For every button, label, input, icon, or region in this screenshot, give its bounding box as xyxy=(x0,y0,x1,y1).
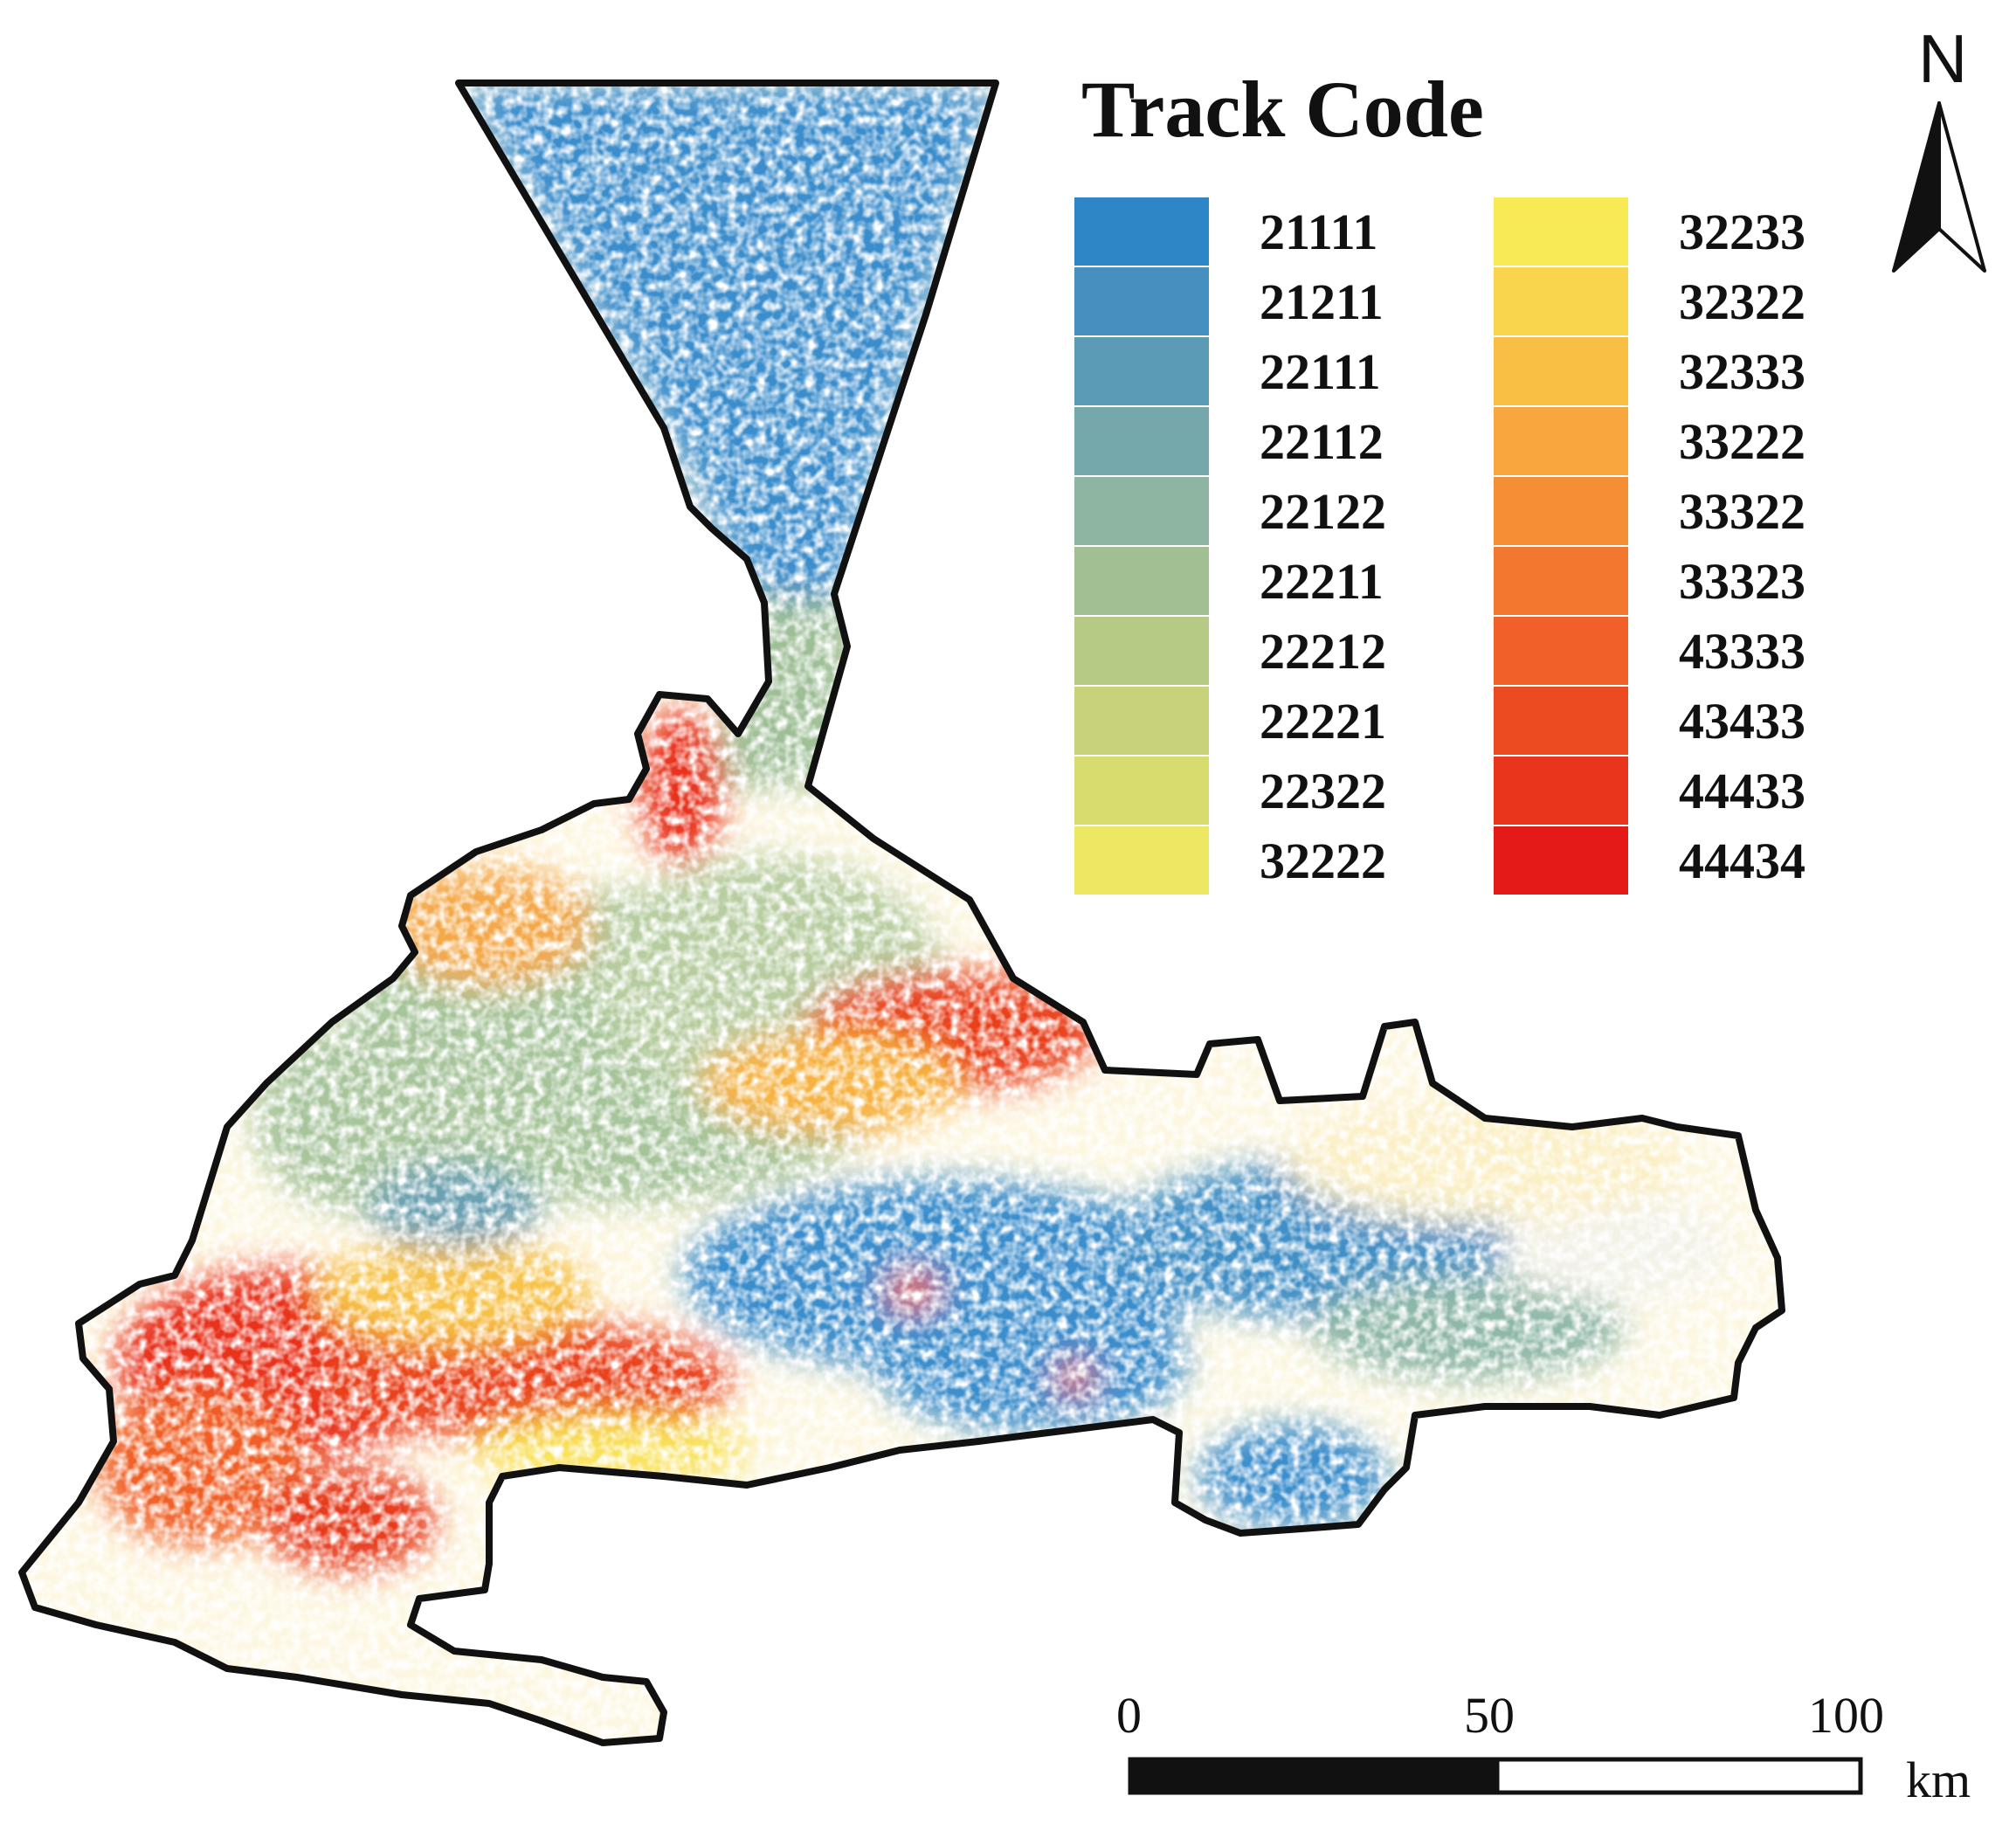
legend-swatch xyxy=(1494,267,1628,335)
legend-code: 22112 xyxy=(1260,413,1384,470)
legend-swatch xyxy=(1074,477,1209,545)
legend-code: 44433 xyxy=(1679,763,1805,819)
legend-code: 33222 xyxy=(1679,413,1805,470)
legend-swatch xyxy=(1494,197,1628,266)
scale-label-50: 50 xyxy=(1464,1687,1515,1744)
legend-code: 22211 xyxy=(1260,553,1384,610)
legend-code: 21111 xyxy=(1260,204,1378,260)
legend-swatch xyxy=(1074,547,1209,615)
legend-code: 33323 xyxy=(1679,553,1805,610)
legend-code: 22221 xyxy=(1260,693,1386,750)
legend-swatch xyxy=(1494,617,1628,685)
legend-code: 22111 xyxy=(1260,343,1381,400)
legend-code: 22212 xyxy=(1260,623,1386,680)
legend-swatch xyxy=(1074,407,1209,475)
legend-code: 22122 xyxy=(1260,483,1386,540)
legend-swatch xyxy=(1074,617,1209,685)
legend-swatch xyxy=(1074,337,1209,405)
legend-code: 33322 xyxy=(1679,483,1805,540)
scale-bar xyxy=(1128,1757,1863,1795)
legend-code: 43433 xyxy=(1679,693,1805,750)
legend-code: 43333 xyxy=(1679,623,1805,680)
legend-swatch xyxy=(1494,826,1628,895)
north-label: N xyxy=(1918,20,1968,97)
legend-swatch xyxy=(1494,337,1628,405)
legend-swatch xyxy=(1074,826,1209,895)
scale-unit: km xyxy=(1906,1752,1971,1808)
legend-swatch xyxy=(1074,197,1209,266)
legend-swatch xyxy=(1494,547,1628,615)
legend-code: 44434 xyxy=(1679,833,1805,889)
legend-code: 22322 xyxy=(1260,763,1386,819)
north-arrow-icon xyxy=(1892,101,1986,273)
legend-swatch xyxy=(1074,687,1209,755)
scale-label-100: 100 xyxy=(1808,1687,1884,1744)
legend-swatch xyxy=(1494,407,1628,475)
legend-swatch xyxy=(1494,477,1628,545)
scale-label-0: 0 xyxy=(1116,1687,1142,1744)
legend-swatch xyxy=(1074,757,1209,825)
legend-swatch xyxy=(1494,687,1628,755)
legend-swatch xyxy=(1074,267,1209,335)
legend-code: 21211 xyxy=(1260,273,1384,330)
legend-code: 32222 xyxy=(1260,833,1386,889)
legend-code: 32233 xyxy=(1679,204,1805,260)
legend-code: 32333 xyxy=(1679,343,1805,400)
legend-code: 32322 xyxy=(1679,273,1805,330)
legend-title: Track Code xyxy=(1081,65,1484,154)
legend-swatch xyxy=(1494,757,1628,825)
